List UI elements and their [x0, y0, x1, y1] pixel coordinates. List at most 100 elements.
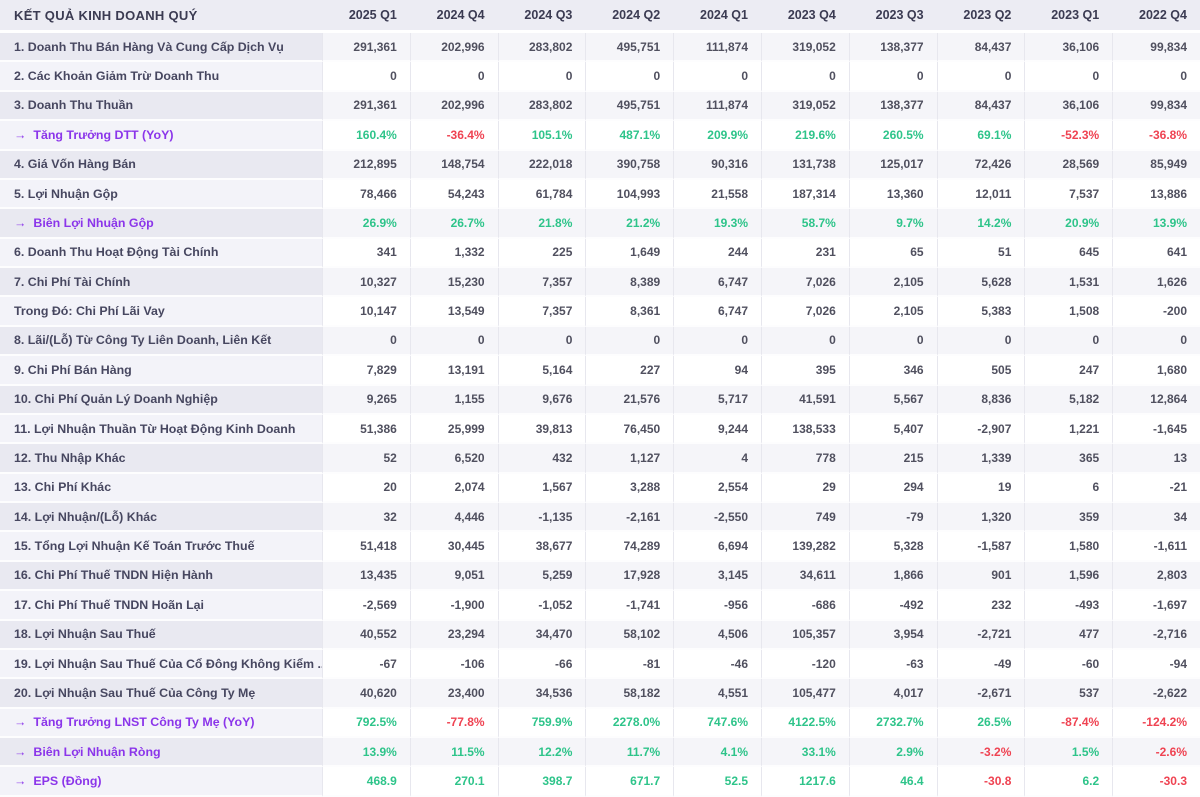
cell-value: 99,834 — [1112, 91, 1200, 122]
row-label-text: 16. Chi Phí Thuế TNDN Hiện Hành — [14, 568, 213, 583]
cell-value: 19 — [936, 473, 1025, 503]
cell-value: 61,784 — [497, 179, 586, 210]
table-row: → Tăng Trưởng DTT (YoY) 160.4% -36.4% 105.1%… — [0, 121, 1200, 151]
cell-value: 34,611 — [761, 561, 849, 592]
cell-value: -36.4% — [409, 121, 498, 151]
column-header: 2024 Q4 — [436, 8, 485, 22]
cell-value: 23,400 — [409, 679, 498, 709]
row-label: 12. Thu Nhập Khác — [0, 444, 322, 474]
cell-value: 20.9% — [1024, 209, 1113, 239]
row-label-text: 3. Doanh Thu Thuần — [14, 98, 134, 113]
cell-value: 2.9% — [848, 738, 937, 768]
table-row: 16. Chi Phí Thuế TNDN Hiện Hành 13,435 9,0… — [0, 561, 1200, 592]
cell-value: 9,265 — [322, 385, 410, 415]
cell-value: -1,052 — [497, 591, 586, 621]
cell-value: -200 — [1112, 297, 1200, 327]
row-label-text: Tăng Trưởng DTT (YoY) — [33, 127, 174, 142]
cell-value: 26.9% — [322, 209, 410, 239]
cell-value: 9,051 — [409, 561, 498, 592]
row-label: 16. Chi Phí Thuế TNDN Hiện Hành — [0, 561, 322, 592]
cell-value: 398.7 — [497, 767, 586, 797]
cell-value: 13,360 — [848, 179, 937, 210]
cell-value: 5,328 — [848, 532, 937, 562]
cell-value: -87.4% — [1024, 708, 1113, 738]
cell-value: 4,446 — [409, 503, 498, 533]
cell-value: 505 — [936, 356, 1025, 386]
cell-value: 319,052 — [761, 33, 849, 63]
cell-value: 1,332 — [409, 238, 498, 268]
row-label: 19. Lợi Nhuận Sau Thuế Của Cổ Đông Không… — [0, 649, 322, 680]
cell-value: 6,747 — [673, 297, 761, 327]
cell-value: 138,533 — [761, 414, 849, 445]
row-label: → Tăng Trưởng DTT (YoY) — [0, 121, 322, 151]
cell-value: 359 — [1024, 503, 1113, 533]
row-label-text: Biên Lợi Nhuận Gộp — [33, 215, 154, 230]
cell-value: 13.9% — [322, 738, 410, 768]
row-label: 4. Giá Vốn Hàng Bán — [0, 150, 322, 180]
row-label: 13. Chi Phí Khác — [0, 473, 322, 503]
row-label-text: Tăng Trưởng LNST Công Ty Mẹ (YoY) — [33, 715, 255, 730]
cell-value: 1,580 — [1024, 532, 1113, 562]
cell-value: 0 — [585, 62, 674, 92]
cell-value: -2,569 — [322, 591, 410, 621]
table-row: 13. Chi Phí Khác 20 2,074 1,567 3,288 2,554 29… — [0, 473, 1200, 503]
column-header: 2025 Q1 — [348, 8, 397, 22]
row-label: 18. Lợi Nhuận Sau Thuế — [0, 620, 322, 650]
cell-value: 1,320 — [936, 503, 1025, 533]
cell-value: 7,829 — [322, 356, 410, 386]
column-header: 2023 Q4 — [787, 8, 836, 22]
cell-value: 21.2% — [585, 209, 674, 239]
row-label: → Tăng Trưởng LNST Công Ty Mẹ (YoY) — [0, 708, 322, 738]
cell-value: 645 — [1024, 238, 1113, 268]
cell-value: 202,996 — [409, 33, 498, 63]
cell-value: -30.3 — [1112, 767, 1200, 797]
cell-value: 51,386 — [322, 414, 410, 445]
cell-value: 85,949 — [1112, 150, 1200, 180]
cell-value: 78,466 — [322, 179, 410, 210]
cell-value: 4,506 — [673, 620, 761, 650]
cell-value: 8,389 — [585, 268, 674, 298]
table-row: 19. Lợi Nhuận Sau Thuế Của Cổ Đông Không… — [0, 649, 1200, 680]
cell-value: -63 — [848, 649, 937, 680]
cell-value: 749 — [761, 503, 849, 533]
cell-value: 7,357 — [497, 268, 586, 298]
cell-value: 283,802 — [497, 91, 586, 122]
cell-value: 5,567 — [848, 385, 937, 415]
cell-value: 12,864 — [1112, 385, 1200, 415]
row-label: 20. Lợi Nhuận Sau Thuế Của Công Ty Mẹ — [0, 679, 322, 709]
cell-value: 0 — [761, 326, 849, 357]
cell-value: -66 — [497, 649, 586, 680]
cell-value: 30,445 — [409, 532, 498, 562]
cell-value: 3,145 — [673, 561, 761, 592]
cell-value: 26.5% — [936, 708, 1025, 738]
cell-value: 58,102 — [585, 620, 674, 650]
cell-value: 84,437 — [936, 33, 1025, 63]
cell-value: 0 — [936, 62, 1025, 92]
cell-value: 0 — [673, 62, 761, 92]
cell-value: 7,537 — [1024, 179, 1113, 210]
cell-value: 0 — [322, 62, 410, 92]
cell-value: 365 — [1024, 444, 1113, 474]
column-header: 2024 Q1 — [700, 8, 748, 22]
row-label: 11. Lợi Nhuận Thuần Từ Hoạt Động Kinh Do… — [0, 414, 322, 445]
cell-value: 52 — [322, 444, 410, 474]
cell-value: 641 — [1112, 238, 1200, 268]
cell-value: 33.1% — [761, 738, 849, 768]
cell-value: 0 — [1112, 326, 1200, 357]
cell-value: 90,316 — [673, 150, 761, 180]
cell-value: 19.3% — [673, 209, 761, 239]
cell-value: 29 — [761, 473, 849, 503]
cell-value: 231 — [761, 238, 849, 268]
cell-value: -36.8% — [1112, 121, 1200, 151]
cell-value: 10,327 — [322, 268, 410, 298]
cell-value: 40,620 — [322, 679, 410, 709]
cell-value: 4,551 — [673, 679, 761, 709]
table-row: 6. Doanh Thu Hoạt Động Tài Chính 341 1,332… — [0, 238, 1200, 268]
table-row: 10. Chi Phí Quản Lý Doanh Nghiệp 9,265 1,1… — [0, 385, 1200, 415]
cell-value: 0 — [1024, 326, 1113, 357]
row-label: 9. Chi Phí Bán Hàng — [0, 356, 322, 386]
cell-value: -79 — [848, 503, 937, 533]
row-label-text: 17. Chi Phí Thuế TNDN Hoãn Lại — [14, 597, 205, 612]
cell-value: 111,874 — [673, 91, 761, 122]
